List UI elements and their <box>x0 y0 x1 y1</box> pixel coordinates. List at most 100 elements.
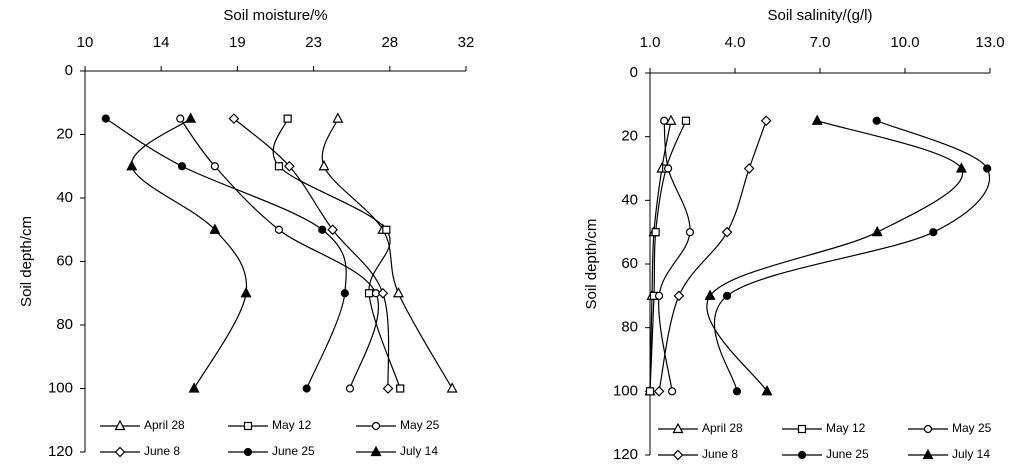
series-line <box>658 120 767 392</box>
data-point <box>929 228 938 237</box>
data-point <box>284 160 295 172</box>
data-point <box>871 225 883 237</box>
series-line <box>233 118 390 389</box>
data-point <box>685 228 695 237</box>
x-tick-label: 10 <box>77 34 94 51</box>
data-point <box>983 164 992 173</box>
data-point <box>704 289 716 300</box>
legend-marker <box>797 424 807 434</box>
y-tick-label: 100 <box>613 382 638 399</box>
legend-marker <box>370 445 382 457</box>
legend-label: May 12 <box>826 421 866 435</box>
legend-label: May 12 <box>272 418 312 432</box>
data-point <box>667 387 677 396</box>
x-tick-label: 7.0 <box>810 34 831 51</box>
x-axis-title: Soil moisture/% <box>223 7 327 24</box>
data-point <box>664 164 673 173</box>
y-tick-label: 20 <box>56 125 73 142</box>
legend-label: April 28 <box>144 418 185 432</box>
y-tick-label: 100 <box>48 379 73 396</box>
data-point <box>274 162 284 171</box>
legend-label: June 25 <box>826 447 869 461</box>
legend-marker <box>923 424 933 434</box>
data-point <box>382 383 394 394</box>
y-tick-label: 120 <box>613 446 638 463</box>
data-point <box>681 116 691 125</box>
legend-label: June 25 <box>272 444 315 458</box>
data-point <box>654 291 664 300</box>
x-tick-label: 19 <box>229 34 246 51</box>
x-tick-label: 14 <box>153 34 170 51</box>
data-point <box>377 287 389 299</box>
y-tick-label: 40 <box>621 191 638 208</box>
legend-label: June 8 <box>702 447 738 461</box>
data-point <box>185 112 197 123</box>
x-tick-label: 4.0 <box>725 34 746 51</box>
x-tick-label: 13.0 <box>975 34 1004 51</box>
legend-marker <box>114 446 126 458</box>
data-point <box>209 223 221 234</box>
data-point <box>364 289 374 298</box>
data-point <box>340 289 349 298</box>
x-tick-label: 1.0 <box>640 34 661 51</box>
legend-label: June 8 <box>144 444 180 458</box>
data-point <box>811 114 823 125</box>
data-point <box>673 290 685 302</box>
data-point <box>345 384 355 393</box>
legend-label: May 25 <box>400 418 440 432</box>
data-point <box>188 382 200 393</box>
data-point <box>446 382 458 393</box>
data-point <box>318 225 327 234</box>
series-line <box>649 120 687 392</box>
x-tick-label: 32 <box>458 34 475 51</box>
data-point <box>732 387 742 396</box>
y-tick-label: 80 <box>621 319 638 336</box>
series-line <box>179 118 379 389</box>
series-line <box>713 120 991 392</box>
y-tick-label: 80 <box>56 316 73 333</box>
data-point <box>210 162 219 171</box>
data-point <box>327 224 338 236</box>
legend-label: July 14 <box>952 447 990 461</box>
data-point <box>101 114 110 123</box>
y-axis-title: Soil depth/cm <box>18 216 35 307</box>
data-point <box>240 286 252 298</box>
legend-marker <box>243 421 253 431</box>
data-point <box>760 115 772 127</box>
data-point <box>318 159 330 171</box>
x-tick-label: 28 <box>381 34 398 51</box>
legend-marker <box>672 422 684 434</box>
data-point <box>177 162 187 171</box>
legend-marker <box>243 447 253 457</box>
series-line <box>131 118 248 389</box>
data-point <box>872 116 881 125</box>
data-point <box>743 163 755 174</box>
y-tick-label: 60 <box>56 252 73 269</box>
legend-label: May 25 <box>952 421 992 435</box>
series-line <box>105 118 347 389</box>
data-point <box>722 291 732 300</box>
data-point <box>761 385 773 396</box>
data-point <box>651 228 660 237</box>
y-tick-label: 20 <box>621 128 638 145</box>
x-axis-title: Soil salinity/(g/l) <box>767 7 872 24</box>
data-point <box>283 114 292 123</box>
data-point <box>645 387 655 396</box>
x-tick-label: 23 <box>305 34 322 51</box>
series-line <box>272 118 401 389</box>
legend-marker <box>922 448 934 460</box>
data-point <box>176 114 185 123</box>
data-point <box>382 225 391 234</box>
series-line <box>321 118 453 389</box>
legend-marker <box>371 421 381 431</box>
data-point <box>332 112 344 123</box>
y-axis-title: Soil depth/cm <box>583 219 600 310</box>
data-point <box>228 113 240 124</box>
data-point <box>665 114 677 125</box>
y-tick-label: 60 <box>621 255 638 272</box>
y-tick-label: 0 <box>630 64 638 81</box>
y-tick-label: 120 <box>48 443 73 460</box>
legend-label: April 28 <box>702 421 743 435</box>
x-tick-label: 10.0 <box>890 34 919 51</box>
